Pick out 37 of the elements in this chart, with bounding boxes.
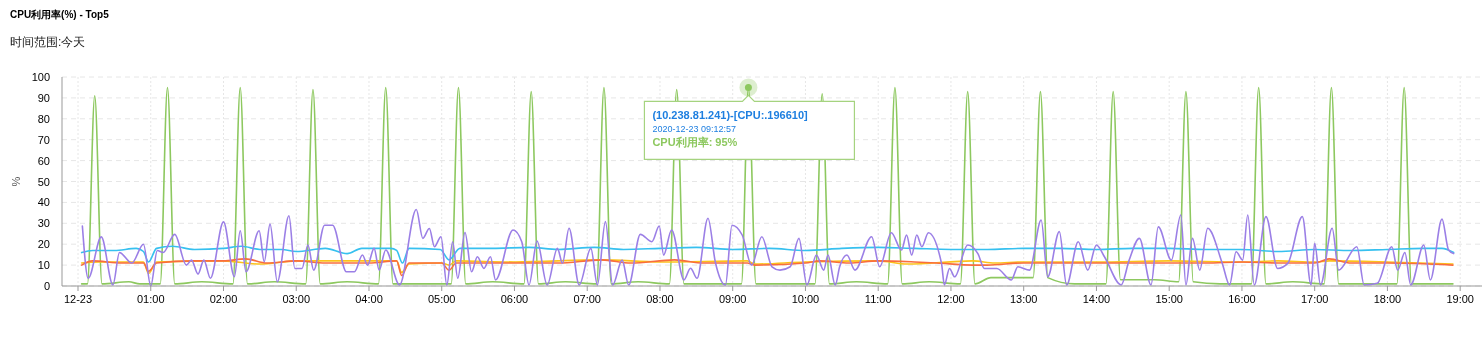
x-tick-label: 11:00 xyxy=(864,293,892,305)
x-tick-label: 04:00 xyxy=(355,293,383,305)
x-tick-label: 07:00 xyxy=(573,293,601,305)
x-tick-label: 01:00 xyxy=(136,293,165,305)
x-tick-label: 17:00 xyxy=(1300,293,1329,305)
chart-subtitle: 时间范围:今天 xyxy=(10,35,86,49)
chart-title: CPU利用率(%) - Top5 xyxy=(10,9,110,20)
x-tick-label: 16:00 xyxy=(1228,293,1256,305)
x-tick-label: 10:00 xyxy=(791,293,820,305)
x-tick-label: 08:00 xyxy=(646,293,674,305)
x-tick-label: 18:00 xyxy=(1373,293,1402,305)
y-tick-label: 20 xyxy=(37,238,50,251)
x-tick-label: 02:00 xyxy=(209,293,238,305)
x-tick-label: 12-23 xyxy=(63,293,93,305)
y-tick-label: 80 xyxy=(37,112,50,125)
y-tick-label: 30 xyxy=(37,217,50,230)
y-tick-label: 10 xyxy=(37,259,50,272)
x-tick-label: 13:00 xyxy=(1009,293,1038,305)
y-tick-label: 100 xyxy=(31,71,50,83)
y-tick-label: 90 xyxy=(37,91,50,104)
x-tick-label: 03:00 xyxy=(282,293,311,305)
y-tick-label: 40 xyxy=(37,196,50,209)
line-series xyxy=(80,245,1455,264)
y-tick-label: 0 xyxy=(43,280,50,292)
x-tick-label: 05:00 xyxy=(427,293,456,305)
x-tick-label: 09:00 xyxy=(718,293,747,305)
y-tick-label: 50 xyxy=(37,175,50,188)
x-tick-label: 12:00 xyxy=(937,293,965,305)
x-tick-label: 14:00 xyxy=(1082,293,1111,305)
y-tick-label: 70 xyxy=(37,133,50,146)
x-tick-label: 19:00 xyxy=(1446,293,1474,305)
x-tick-label: 06:00 xyxy=(500,293,529,305)
y-axis-title: % xyxy=(10,176,22,187)
annotation: (10.238.81.241)-[CPU:.196610] 2020-12-23 09:12:57 CPU利用率: 95% xyxy=(652,109,809,149)
x-tick-label: 15:00 xyxy=(1155,293,1183,305)
line-series xyxy=(81,208,1455,287)
y-tick-label: 60 xyxy=(37,154,50,167)
